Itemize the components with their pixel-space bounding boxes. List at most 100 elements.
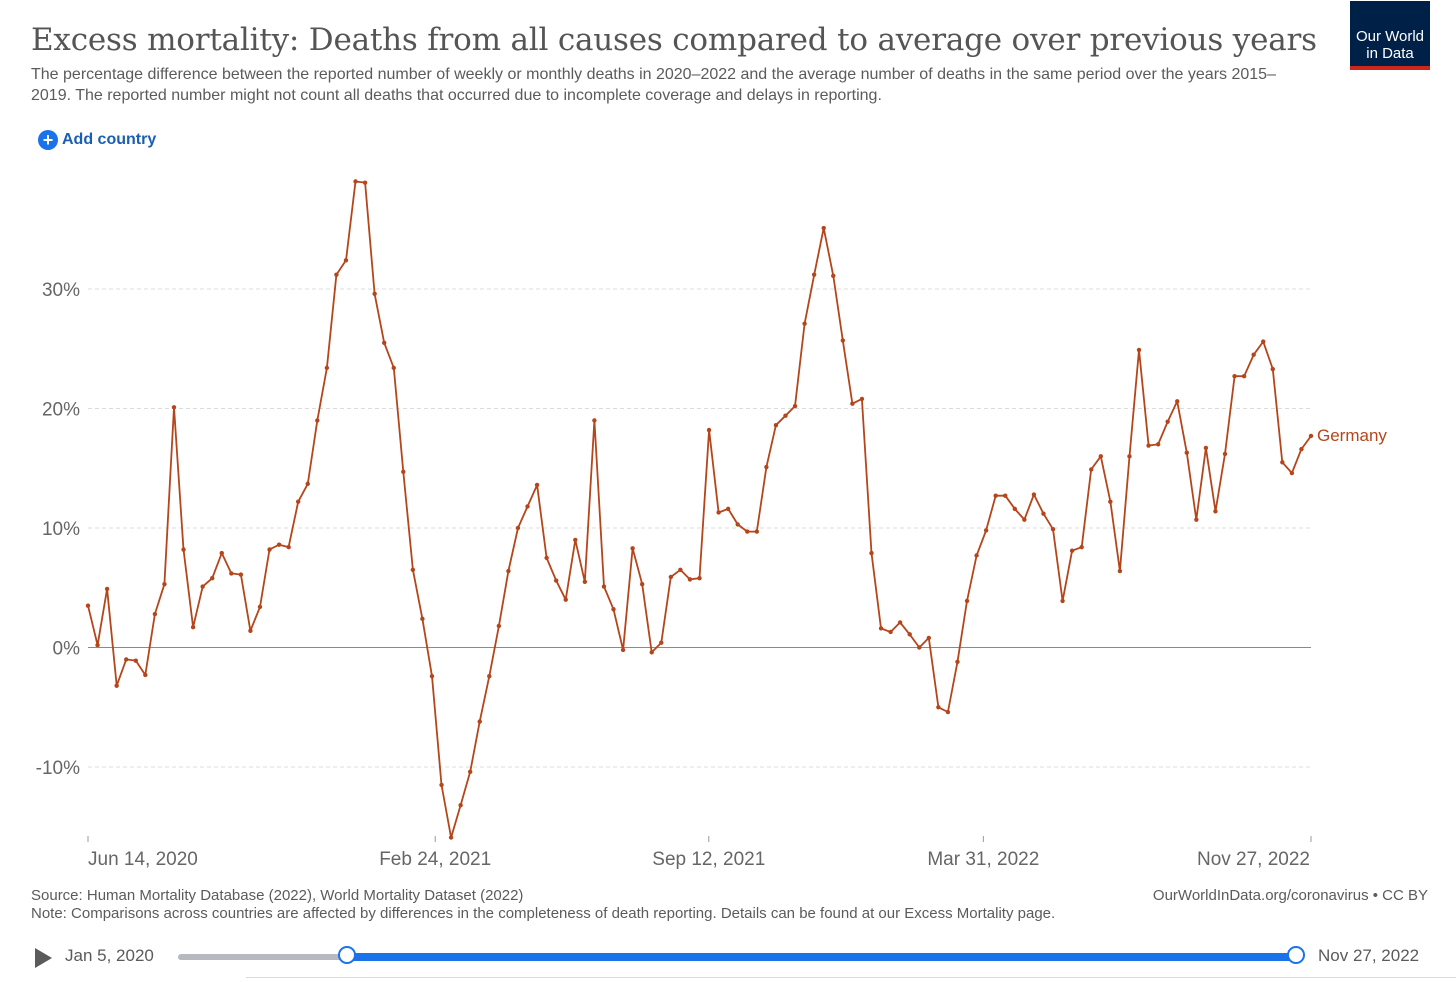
data-point — [1031, 492, 1037, 497]
data-point — [1136, 347, 1142, 353]
data-point — [1127, 454, 1132, 459]
data-point — [859, 396, 865, 402]
data-point — [1194, 517, 1199, 522]
data-point — [620, 647, 626, 653]
data-point — [592, 418, 597, 423]
data-point — [496, 623, 502, 629]
y-tick-label: 30% — [42, 280, 80, 301]
data-point — [210, 575, 215, 581]
data-point — [668, 574, 674, 580]
data-point — [229, 571, 234, 576]
data-point — [219, 550, 224, 556]
data-point — [936, 705, 941, 710]
data-point — [878, 626, 884, 631]
timeline-start-handle[interactable] — [338, 946, 356, 964]
note-text: Note: Comparisons across countries are a… — [31, 905, 1056, 922]
data-point — [1241, 374, 1247, 379]
data-point — [993, 493, 998, 498]
data-point — [104, 586, 110, 592]
data-point — [391, 365, 396, 371]
data-point — [983, 528, 989, 533]
bottom-divider — [246, 977, 1456, 978]
data-point — [764, 464, 769, 470]
data-point — [534, 482, 540, 488]
data-point — [926, 635, 932, 641]
y-tick-label: -10% — [36, 758, 80, 779]
data-point — [506, 568, 511, 574]
data-point — [1050, 526, 1056, 532]
data-point — [1098, 454, 1103, 459]
data-point — [296, 499, 301, 504]
data-point — [639, 581, 645, 587]
data-point — [1251, 352, 1256, 357]
data-point — [257, 604, 263, 610]
data-point — [238, 572, 244, 577]
data-point — [200, 584, 205, 589]
data-point — [697, 575, 702, 581]
data-point — [124, 657, 129, 662]
data-point — [1270, 366, 1275, 372]
data-point — [716, 510, 721, 515]
data-point — [477, 719, 482, 724]
data-point — [133, 658, 138, 663]
data-point — [458, 803, 463, 808]
data-point — [1299, 446, 1304, 452]
x-tick-label: Mar 31, 2022 — [927, 849, 1039, 870]
data-point — [850, 401, 855, 406]
data-point — [420, 616, 425, 622]
data-point — [1184, 450, 1189, 455]
data-point — [945, 709, 951, 715]
x-tick-label: Feb 24, 2021 — [379, 849, 491, 870]
data-point — [439, 782, 444, 788]
data-point — [171, 405, 177, 410]
data-point — [649, 650, 654, 655]
data-point — [888, 629, 893, 635]
data-point — [601, 584, 607, 589]
data-point — [181, 547, 186, 552]
data-point — [802, 321, 807, 326]
data-point — [563, 597, 568, 602]
data-point — [955, 659, 960, 665]
data-point — [1022, 517, 1027, 522]
source-text: Source: Human Mortality Database (2022),… — [31, 887, 524, 904]
data-point — [267, 547, 272, 552]
y-tick-label: 20% — [42, 400, 80, 421]
data-point — [343, 258, 349, 263]
data-point — [553, 578, 559, 583]
data-point — [525, 504, 530, 509]
data-point — [821, 225, 826, 231]
data-point — [840, 338, 846, 343]
data-point — [1003, 493, 1008, 498]
data-point — [1308, 433, 1314, 439]
line-chart[interactable]: -10% 0% 10% 20% 30% Jun 14, 2020 Feb 24, 2021 S… — [0, 160, 1456, 880]
data-point — [725, 506, 731, 512]
data-point — [276, 542, 282, 547]
data-point — [162, 581, 167, 587]
play-icon[interactable] — [35, 948, 52, 968]
credit-link[interactable]: OurWorldInData.org/coronavirus • CC BY — [1152, 887, 1428, 904]
data-point — [630, 546, 635, 551]
data-point — [611, 607, 616, 612]
data-point — [687, 577, 693, 582]
data-point — [907, 632, 912, 637]
data-point — [1060, 598, 1065, 604]
owid-logo[interactable]: Our World in Data — [1350, 1, 1430, 70]
data-point — [1041, 511, 1046, 516]
data-point — [897, 620, 903, 625]
data-point — [1289, 470, 1295, 476]
data-point — [831, 273, 836, 279]
data-point — [582, 579, 588, 584]
data-point — [114, 683, 119, 688]
data-point — [1146, 443, 1151, 448]
data-point — [286, 544, 291, 550]
data-point — [573, 537, 578, 543]
data-point — [1165, 419, 1170, 424]
logo-line-1: Our World — [1355, 28, 1425, 45]
add-country-button[interactable]: + Add country — [38, 130, 156, 150]
data-point — [95, 642, 100, 648]
timeline-end-handle[interactable] — [1287, 946, 1305, 964]
data-point — [515, 525, 521, 531]
timeline-start-label: Jan 5, 2020 — [65, 946, 154, 965]
data-point — [678, 567, 683, 573]
data-point — [143, 672, 148, 678]
